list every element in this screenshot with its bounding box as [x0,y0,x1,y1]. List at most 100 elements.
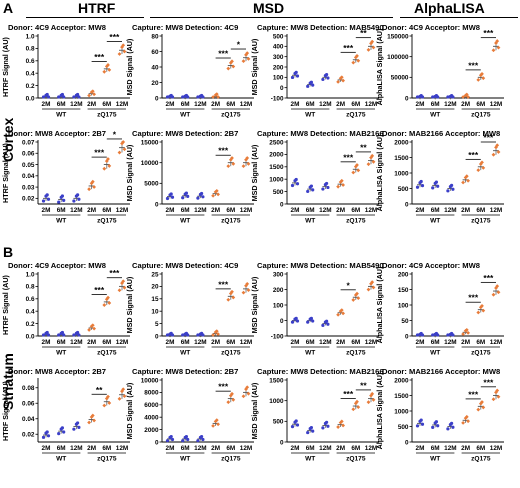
wt-data-point [60,426,64,430]
x-tick-label: 2M [461,339,470,346]
zq175-data-point [466,330,470,335]
zq175-data-point [491,397,496,402]
zq175-data-point [245,51,250,56]
zq175-data-point [355,399,359,404]
zq175-data-point [211,193,215,198]
x-tick-label: 6M [351,445,360,452]
significance-label: *** [483,377,494,387]
significance-label: ** [360,28,367,38]
y-tick-label: 60 [151,49,159,56]
wt-data-point [200,93,204,98]
zq175-data-point [371,159,376,164]
y-tick-label: 0.8 [26,46,35,53]
zq175-data-point [92,92,96,97]
wt-group-label: WT [180,350,190,357]
wt-group-label: WT [180,112,190,119]
zq175-data-point [370,280,375,285]
y-tick-label: 2000 [269,152,284,159]
significance-label: *** [218,49,229,59]
zq175-data-point [480,400,484,404]
wt-data-point [450,331,454,336]
zq175-data-point [495,143,500,148]
x-tick-label: 2M [416,101,425,108]
x-tick-label: 12M [490,101,502,108]
zq175-data-point [494,41,498,45]
zq175-data-point [466,178,470,183]
wt-data-point [72,427,76,431]
wt-data-point [420,422,425,426]
x-tick-label: 2M [291,207,300,214]
wt-data-point [77,95,81,99]
zq175-group-label: zQ175 [471,112,491,119]
y-tick-label: 0.06 [22,151,35,158]
wt-data-point [62,198,66,202]
zq175-data-point [491,292,496,297]
y-tick-label: 5 [155,321,159,328]
wt-data-point [60,330,64,335]
x-tick-label: 6M [57,101,66,108]
x-tick-label: 2M [87,207,96,214]
y-tick-label: 0 [405,95,409,102]
y-tick-label: 4000 [144,415,159,422]
zq175-data-point [246,288,251,293]
zq175-data-point [341,423,345,428]
wt-data-point [431,95,435,99]
wt-data-point [76,330,80,335]
x-tick-label: 6M [306,207,315,214]
y-tick-label: 0.02 [22,196,35,203]
x-tick-label: 12M [240,101,252,108]
x-tick-label: 12M [116,339,128,346]
y-tick-label: 0 [405,333,409,340]
x-tick-label: 6M [351,339,360,346]
zq175-data-point [341,311,345,316]
zq175-data-point [494,286,498,290]
zq175-data-point [106,394,110,399]
y-axis-label: HTRF Signal (AU) [1,380,10,440]
y-tick-label: 50 [401,318,409,325]
y-tick-label: 0 [155,201,159,208]
zq175-data-point [102,303,107,307]
zq175-group-label: zQ175 [221,218,241,225]
wt-data-point [46,434,51,438]
x-tick-label: 6M [181,339,190,346]
wt-data-point [431,425,435,429]
zq175-data-point [369,281,373,286]
zq175-data-point [117,288,122,293]
zq175-data-point [107,401,112,405]
significance-label: *** [109,32,120,42]
wt-data-point [295,182,300,186]
y-tick-label: 5000 [144,181,159,188]
zq175-group-label: zQ175 [221,350,241,357]
wt-data-point [446,427,450,431]
y-axis-label: MSD Signal (AU) [125,38,134,95]
significance-label: *** [343,152,354,162]
zq175-data-point [351,60,356,65]
x-tick-label: 12M [194,339,206,346]
wt-data-point [46,333,51,337]
wt-data-point [450,183,454,187]
x-tick-label: 6M [102,445,111,452]
wt-data-point [60,92,64,97]
wt-data-point [62,430,66,434]
wt-group-label: WT [430,112,440,119]
zq175-data-point [491,48,496,53]
zq175-data-point [211,95,215,99]
y-tick-label: 0 [405,201,409,208]
zq175-data-point [464,327,469,332]
x-tick-label: 12M [240,445,252,452]
x-tick-label: 6M [57,339,66,346]
wt-data-point [321,426,325,430]
significance-label: *** [343,43,354,53]
zq175-group-label: zQ175 [471,350,491,357]
y-tick-label: 500 [273,189,284,196]
group-header-msd: MSD [253,0,285,16]
y-axis-label: MSD Signal (AU) [125,276,134,333]
y-tick-label: 150 [398,287,409,294]
x-tick-label: 2M [336,339,345,346]
x-tick-label: 12M [444,101,456,108]
zq175-group-label: zQ175 [97,112,117,119]
zq175-data-point [228,157,233,162]
wt-data-point [290,75,295,80]
zq175-data-point [89,181,94,186]
x-tick-label: 12M [365,445,377,452]
